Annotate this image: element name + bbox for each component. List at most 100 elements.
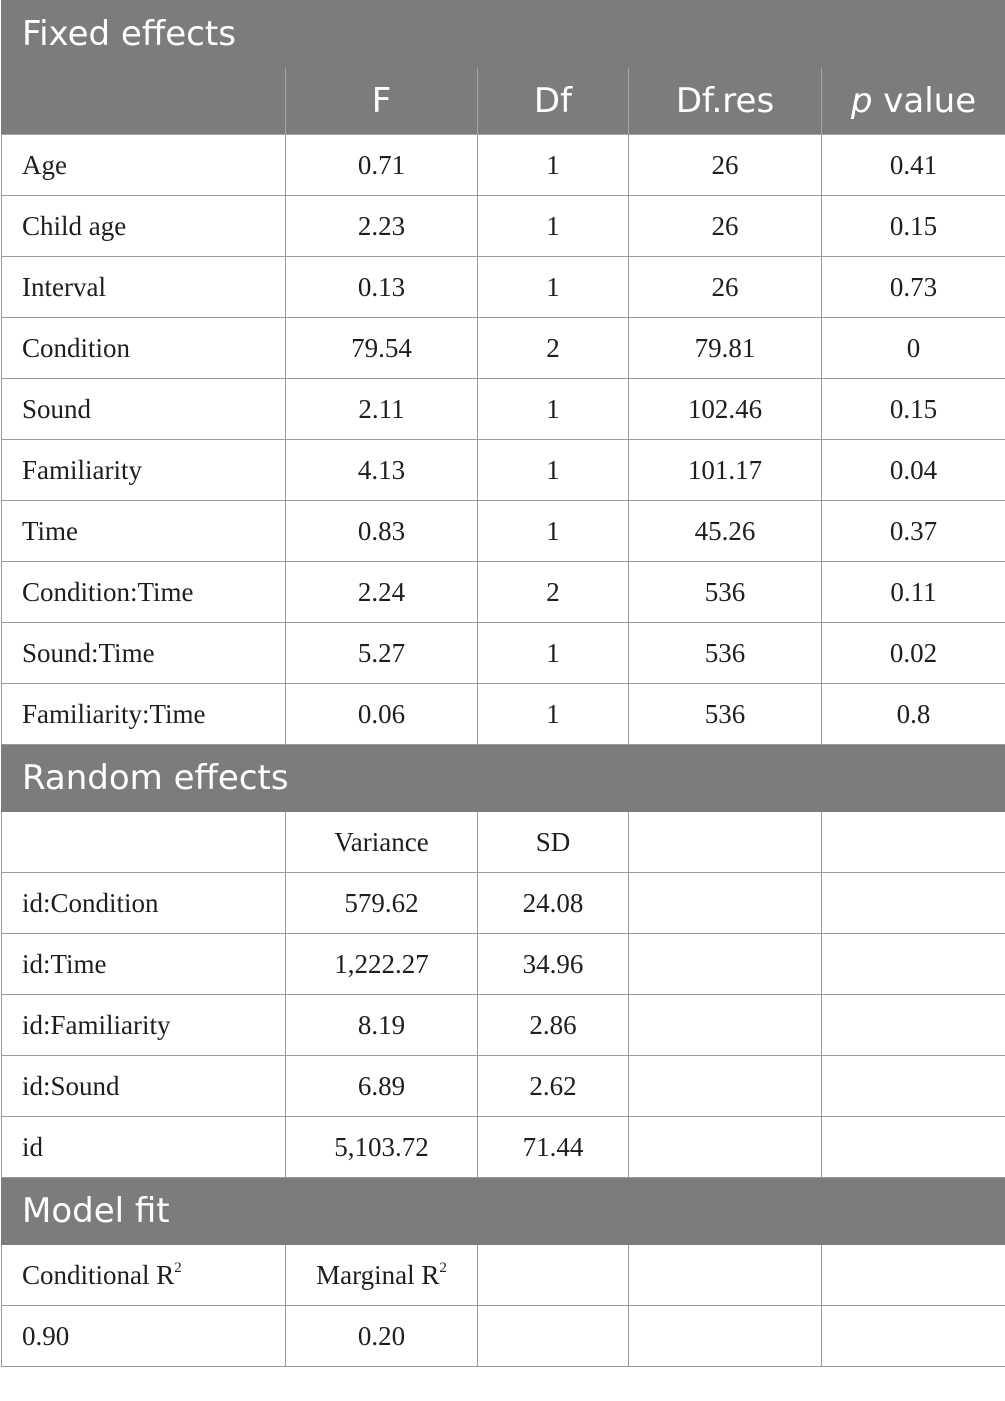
term-cell: Familiarity:Time (1, 683, 286, 745)
header-marginal-r2: Marginal R2 (285, 1244, 478, 1306)
df-res-cell: 26 (628, 134, 822, 196)
fixed-effects-section-row: Fixed effects (1, 0, 1005, 68)
variance-cell: 1,222.27 (285, 933, 478, 995)
f-cell: 79.54 (285, 317, 478, 379)
random-effects-header-row: Variance SD (1, 811, 1005, 873)
p-value-cell: 0.8 (821, 683, 1005, 745)
table-row: id:Time 1,222.27 34.96 (1, 933, 1005, 995)
table-row: id:Sound 6.89 2.62 (1, 1055, 1005, 1117)
fixed-effects-title: Fixed effects (1, 0, 1005, 68)
term-cell: id (1, 1116, 286, 1178)
p-value-cell: 0.11 (821, 561, 1005, 623)
term-cell: Age (1, 134, 286, 196)
sd-cell: 2.86 (477, 994, 629, 1056)
conditional-r-label: Conditional R (22, 1259, 175, 1290)
random-effects-section-row: Random effects (1, 744, 1005, 812)
df-cell: 1 (477, 622, 629, 684)
f-cell: 2.23 (285, 195, 478, 257)
header-variance: Variance (285, 811, 478, 873)
p-value-cell: 0.15 (821, 195, 1005, 257)
table-row: Time 0.83 1 45.26 0.37 (1, 500, 1005, 562)
f-cell: 0.83 (285, 500, 478, 562)
header-df: Df (477, 67, 629, 135)
df-res-cell: 79.81 (628, 317, 822, 379)
table-row: Condition 79.54 2 79.81 0 (1, 317, 1005, 379)
df-res-cell: 536 (628, 561, 822, 623)
df-cell: 1 (477, 134, 629, 196)
table-row: Child age 2.23 1 26 0.15 (1, 195, 1005, 257)
variance-cell: 579.62 (285, 872, 478, 934)
df-cell: 1 (477, 256, 629, 318)
df-res-cell: 26 (628, 195, 822, 257)
sd-cell: 34.96 (477, 933, 629, 995)
df-cell: 1 (477, 439, 629, 501)
empty-cell (628, 1244, 822, 1306)
df-cell: 2 (477, 561, 629, 623)
variance-cell: 5,103.72 (285, 1116, 478, 1178)
empty-cell (628, 1055, 822, 1117)
df-res-cell: 26 (628, 256, 822, 318)
term-cell: id:Time (1, 933, 286, 995)
empty-cell (821, 872, 1005, 934)
term-cell: Child age (1, 195, 286, 257)
p-value-cell: 0 (821, 317, 1005, 379)
header-value-label: value (883, 81, 977, 121)
header-empty-cell (1, 811, 286, 873)
p-value-cell: 0.02 (821, 622, 1005, 684)
results-table: Fixed effects F Df Df.res p value Age 0.… (1, 0, 1005, 1367)
model-fit-title: Model fit (1, 1177, 1005, 1245)
conditional-r-superscript: 2 (174, 1259, 182, 1276)
table-row: id:Familiarity 8.19 2.86 (1, 994, 1005, 1056)
fixed-effects-header-row: F Df Df.res p value (1, 67, 1005, 135)
empty-cell (628, 811, 822, 873)
empty-cell (821, 1244, 1005, 1306)
sd-cell: 2.62 (477, 1055, 629, 1117)
table-row: Condition:Time 2.24 2 536 0.11 (1, 561, 1005, 623)
empty-cell (821, 811, 1005, 873)
f-cell: 0.13 (285, 256, 478, 318)
term-cell: Interval (1, 256, 286, 318)
random-effects-title: Random effects (1, 744, 1005, 812)
term-cell: Time (1, 500, 286, 562)
model-fit-header-row: Conditional R2 Marginal R2 (1, 1244, 1005, 1306)
header-f: F (285, 67, 478, 135)
df-res-cell: 536 (628, 622, 822, 684)
term-cell: Condition (1, 317, 286, 379)
p-value-cell: 0.41 (821, 134, 1005, 196)
f-cell: 5.27 (285, 622, 478, 684)
empty-cell (821, 1305, 1005, 1367)
table-row: Sound 2.11 1 102.46 0.15 (1, 378, 1005, 440)
table-row: 0.90 0.20 (1, 1305, 1005, 1367)
f-cell: 2.11 (285, 378, 478, 440)
table-row: id:Condition 579.62 24.08 (1, 872, 1005, 934)
p-value-cell: 0.37 (821, 500, 1005, 562)
empty-cell (477, 1244, 629, 1306)
df-res-cell: 101.17 (628, 439, 822, 501)
table-row: Interval 0.13 1 26 0.73 (1, 256, 1005, 318)
term-cell: Sound:Time (1, 622, 286, 684)
empty-cell (821, 933, 1005, 995)
marginal-r2-value: 0.20 (285, 1305, 478, 1367)
header-p-italic: p (850, 81, 873, 121)
marginal-r-label: Marginal R (316, 1259, 440, 1290)
df-res-cell: 102.46 (628, 378, 822, 440)
term-cell: Condition:Time (1, 561, 286, 623)
term-cell: id:Sound (1, 1055, 286, 1117)
table-row: Sound:Time 5.27 1 536 0.02 (1, 622, 1005, 684)
p-value-cell: 0.73 (821, 256, 1005, 318)
term-cell: Familiarity (1, 439, 286, 501)
table-row: Familiarity 4.13 1 101.17 0.04 (1, 439, 1005, 501)
conditional-r2-value: 0.90 (1, 1305, 286, 1367)
sd-cell: 71.44 (477, 1116, 629, 1178)
header-p-value: p value (821, 67, 1005, 135)
header-conditional-r2: Conditional R2 (1, 1244, 286, 1306)
table-row: Familiarity:Time 0.06 1 536 0.8 (1, 683, 1005, 745)
marginal-r-superscript: 2 (439, 1259, 447, 1276)
empty-cell (628, 1305, 822, 1367)
df-res-cell: 45.26 (628, 500, 822, 562)
term-cell: id:Condition (1, 872, 286, 934)
empty-cell (628, 1116, 822, 1178)
empty-cell (821, 1055, 1005, 1117)
variance-cell: 8.19 (285, 994, 478, 1056)
f-cell: 2.24 (285, 561, 478, 623)
